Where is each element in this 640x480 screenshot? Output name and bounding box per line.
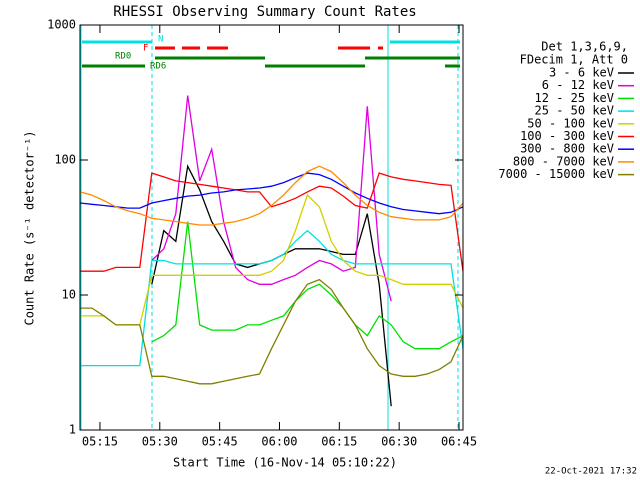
legend-label: 25 - 50 keV	[535, 104, 614, 118]
x-tick-label: 06:00	[261, 435, 297, 449]
series-line	[80, 229, 463, 367]
series-line	[80, 172, 463, 215]
y-tick-label: 10	[62, 288, 76, 302]
legend-label: 6 - 12 keV	[542, 78, 614, 92]
x-tick-label: 05:45	[202, 435, 238, 449]
x-tick-label: 05:15	[82, 435, 118, 449]
x-axis-label: Start Time (16-Nov-14 05:10:22)	[173, 456, 397, 470]
markers	[80, 25, 459, 430]
footer: 22-Oct-2021 17:32	[545, 467, 637, 477]
legend-label: 12 - 25 keV	[535, 91, 614, 105]
series-line	[80, 278, 463, 385]
series-line	[80, 165, 463, 226]
series-line	[151, 95, 392, 302]
x-tick-label: 06:45	[441, 435, 477, 449]
legend-label: 800 - 7000 keV	[513, 154, 614, 168]
legend-label: 50 - 100 keV	[527, 116, 614, 130]
plot-lines	[80, 95, 463, 407]
series-line	[80, 172, 463, 272]
legend-title: Det 1,3,6,9,	[541, 40, 628, 54]
y-tick-label: 1000	[47, 18, 76, 32]
x-tick-label: 06:30	[381, 435, 417, 449]
x-tick-label: 06:15	[321, 435, 357, 449]
legend-label: 3 - 6 keV	[549, 66, 614, 80]
legend-label: 100 - 300 keV	[520, 129, 614, 143]
plot-frame	[79, 24, 464, 431]
chart-title: RHESSI Observing Summary Count Rates	[113, 4, 416, 20]
legend-title: FDecim 1, Att 0	[520, 53, 628, 67]
flag-label: RD6	[150, 62, 166, 72]
legend-label: 300 - 800 keV	[520, 142, 614, 156]
flag-label: N	[158, 35, 163, 45]
y-axis-label: Count Rate (s⁻¹ detector⁻¹)	[23, 130, 37, 325]
series-line	[151, 221, 463, 350]
x-tick-label: 05:30	[142, 435, 178, 449]
y-tick-label: 100	[54, 153, 76, 167]
legend-label: 7000 - 15000 keV	[498, 167, 614, 181]
flag-label: F	[143, 44, 148, 54]
series-line	[80, 193, 463, 326]
flag-label: RD0	[115, 52, 131, 62]
flag-bars	[82, 40, 460, 68]
y-tick-label: 1	[69, 423, 76, 437]
